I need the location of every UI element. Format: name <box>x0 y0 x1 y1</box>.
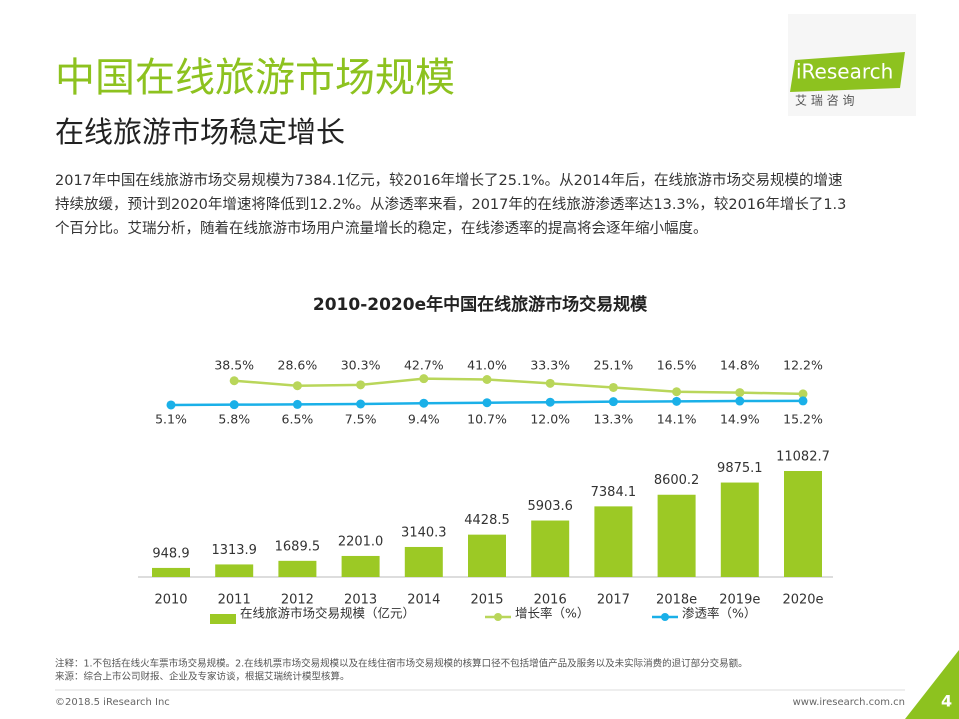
line-point <box>292 399 302 409</box>
bar-value-label: 3140.3 <box>401 525 447 540</box>
bar <box>152 567 190 577</box>
bar-value-label: 5903.6 <box>527 499 573 514</box>
chart-title: 2010-2020e年中国在线旅游市场交易规模 <box>313 294 648 315</box>
note: 来源：综合上市公司财报、企业及专家访谈，根据艾瑞统计模型核算。 <box>55 671 350 683</box>
bar-value-label: 11082.7 <box>776 450 830 465</box>
line-point <box>356 399 366 409</box>
logo-cn: 艾 瑞 咨 询 <box>795 93 854 108</box>
x-tick-label: 2019e <box>719 593 760 608</box>
bar <box>531 520 570 577</box>
x-tick-label: 2014 <box>407 593 440 608</box>
line-point <box>798 389 808 399</box>
slide-title: 中国在线旅游市场规模 <box>55 55 455 101</box>
line-value-label: 5.1% <box>155 412 187 427</box>
x-tick-label: 2013 <box>344 593 377 608</box>
legend-label: 渗透率（%） <box>682 606 756 621</box>
bar-value-label: 7384.1 <box>591 485 637 500</box>
bar <box>404 546 443 577</box>
bar-value-label: 1689.5 <box>275 539 321 554</box>
legend-swatch-dot <box>661 613 669 621</box>
x-tick-label: 2016 <box>534 593 567 608</box>
line-value-label: 14.1% <box>657 412 697 427</box>
line-value-label: 42.7% <box>404 358 444 373</box>
line-value-label: 12.0% <box>530 412 570 427</box>
legend-swatch-dot <box>494 613 502 621</box>
line-value-label: 16.5% <box>657 358 697 373</box>
line-point <box>545 397 555 407</box>
url: www.iresearch.com.cn <box>793 697 905 708</box>
line-value-label: 10.7% <box>467 412 507 427</box>
line-value-label: 25.1% <box>594 358 634 373</box>
line-point <box>672 387 682 397</box>
line-point <box>166 400 176 410</box>
line-value-label: 15.2% <box>783 412 823 427</box>
line-point <box>229 400 239 410</box>
line-value-label: 33.3% <box>530 358 570 373</box>
note: 注释：1.不包括在线火车票市场交易规模。2.在线机票市场交易规模以及在线住宿市场… <box>55 658 748 670</box>
line-point <box>735 388 745 398</box>
line-value-label: 5.8% <box>218 412 250 427</box>
slide-subtitle: 在线旅游市场稳定增长 <box>55 115 345 149</box>
line-point <box>545 378 555 388</box>
x-tick-label: 2011 <box>218 593 251 608</box>
line-point <box>798 396 808 406</box>
bar <box>278 560 317 577</box>
x-tick-label: 2017 <box>597 593 630 608</box>
x-tick-label: 2020e <box>782 593 823 608</box>
legend-label: 在线旅游市场交易规模（亿元） <box>240 606 415 621</box>
x-tick-label: 2015 <box>470 593 503 608</box>
page-number: 4 <box>941 692 952 711</box>
paragraph-line: 持续放缓，预计到2020年增速将降低到12.2%。从渗透率来看，2017年的在线… <box>55 195 846 213</box>
line-point <box>482 375 492 384</box>
x-tick-label: 2012 <box>281 593 314 608</box>
line-value-label: 9.4% <box>408 412 440 427</box>
line-point <box>735 396 745 406</box>
bar <box>468 534 506 577</box>
bar-value-label: 8600.2 <box>654 473 700 488</box>
line-point <box>229 376 239 386</box>
corner <box>905 650 959 719</box>
copyright: ©2018.5 iResearch Inc <box>55 697 170 708</box>
paragraph-line: 2017年中国在线旅游市场交易规模为7384.1亿元，较2016年增长了25.1… <box>55 171 843 189</box>
line-value-label: 14.8% <box>720 358 760 373</box>
line-value-label: 14.9% <box>720 412 760 427</box>
line-point <box>292 381 302 391</box>
bar <box>784 471 822 577</box>
line-value-label: 7.5% <box>345 412 377 427</box>
bar-value-label: 2201.0 <box>338 534 384 549</box>
x-tick-label: 2010 <box>154 593 187 608</box>
line-point <box>356 380 366 390</box>
line-point <box>419 398 429 408</box>
line-point <box>608 397 618 407</box>
logo: iResearch <box>796 60 893 84</box>
legend-swatch <box>210 614 236 624</box>
bar <box>657 494 696 577</box>
line-value-label: 41.0% <box>467 358 507 373</box>
legend-label: 增长率（%） <box>515 606 589 621</box>
line-value-label: 30.3% <box>341 358 381 373</box>
x-tick-label: 2018e <box>656 593 697 608</box>
logo-shape <box>790 52 905 92</box>
bar-value-label: 1313.9 <box>211 543 257 558</box>
line-value-label: 6.5% <box>282 412 314 427</box>
bar <box>215 564 254 577</box>
line <box>234 377 804 396</box>
bar <box>720 482 759 577</box>
line-point <box>672 396 682 406</box>
line-point <box>419 374 429 384</box>
line-value-label: 28.6% <box>278 358 318 373</box>
bar-value-label: 9875.1 <box>717 461 763 476</box>
line-point <box>608 382 618 392</box>
line-value-label: 38.5% <box>214 358 254 373</box>
bar <box>594 506 633 577</box>
paragraph-line: 个百分比。艾瑞分析，随着在线旅游市场用户流量增长的稳定，在线渗透率的提高将会逐年… <box>55 220 708 237</box>
bar-value-label: 4428.5 <box>464 513 510 528</box>
line-value-label: 13.3% <box>594 412 634 427</box>
line-value-label: 12.2% <box>783 358 823 373</box>
bar <box>341 555 380 577</box>
line-point <box>482 398 492 408</box>
bar-value-label: 948.9 <box>152 546 189 561</box>
